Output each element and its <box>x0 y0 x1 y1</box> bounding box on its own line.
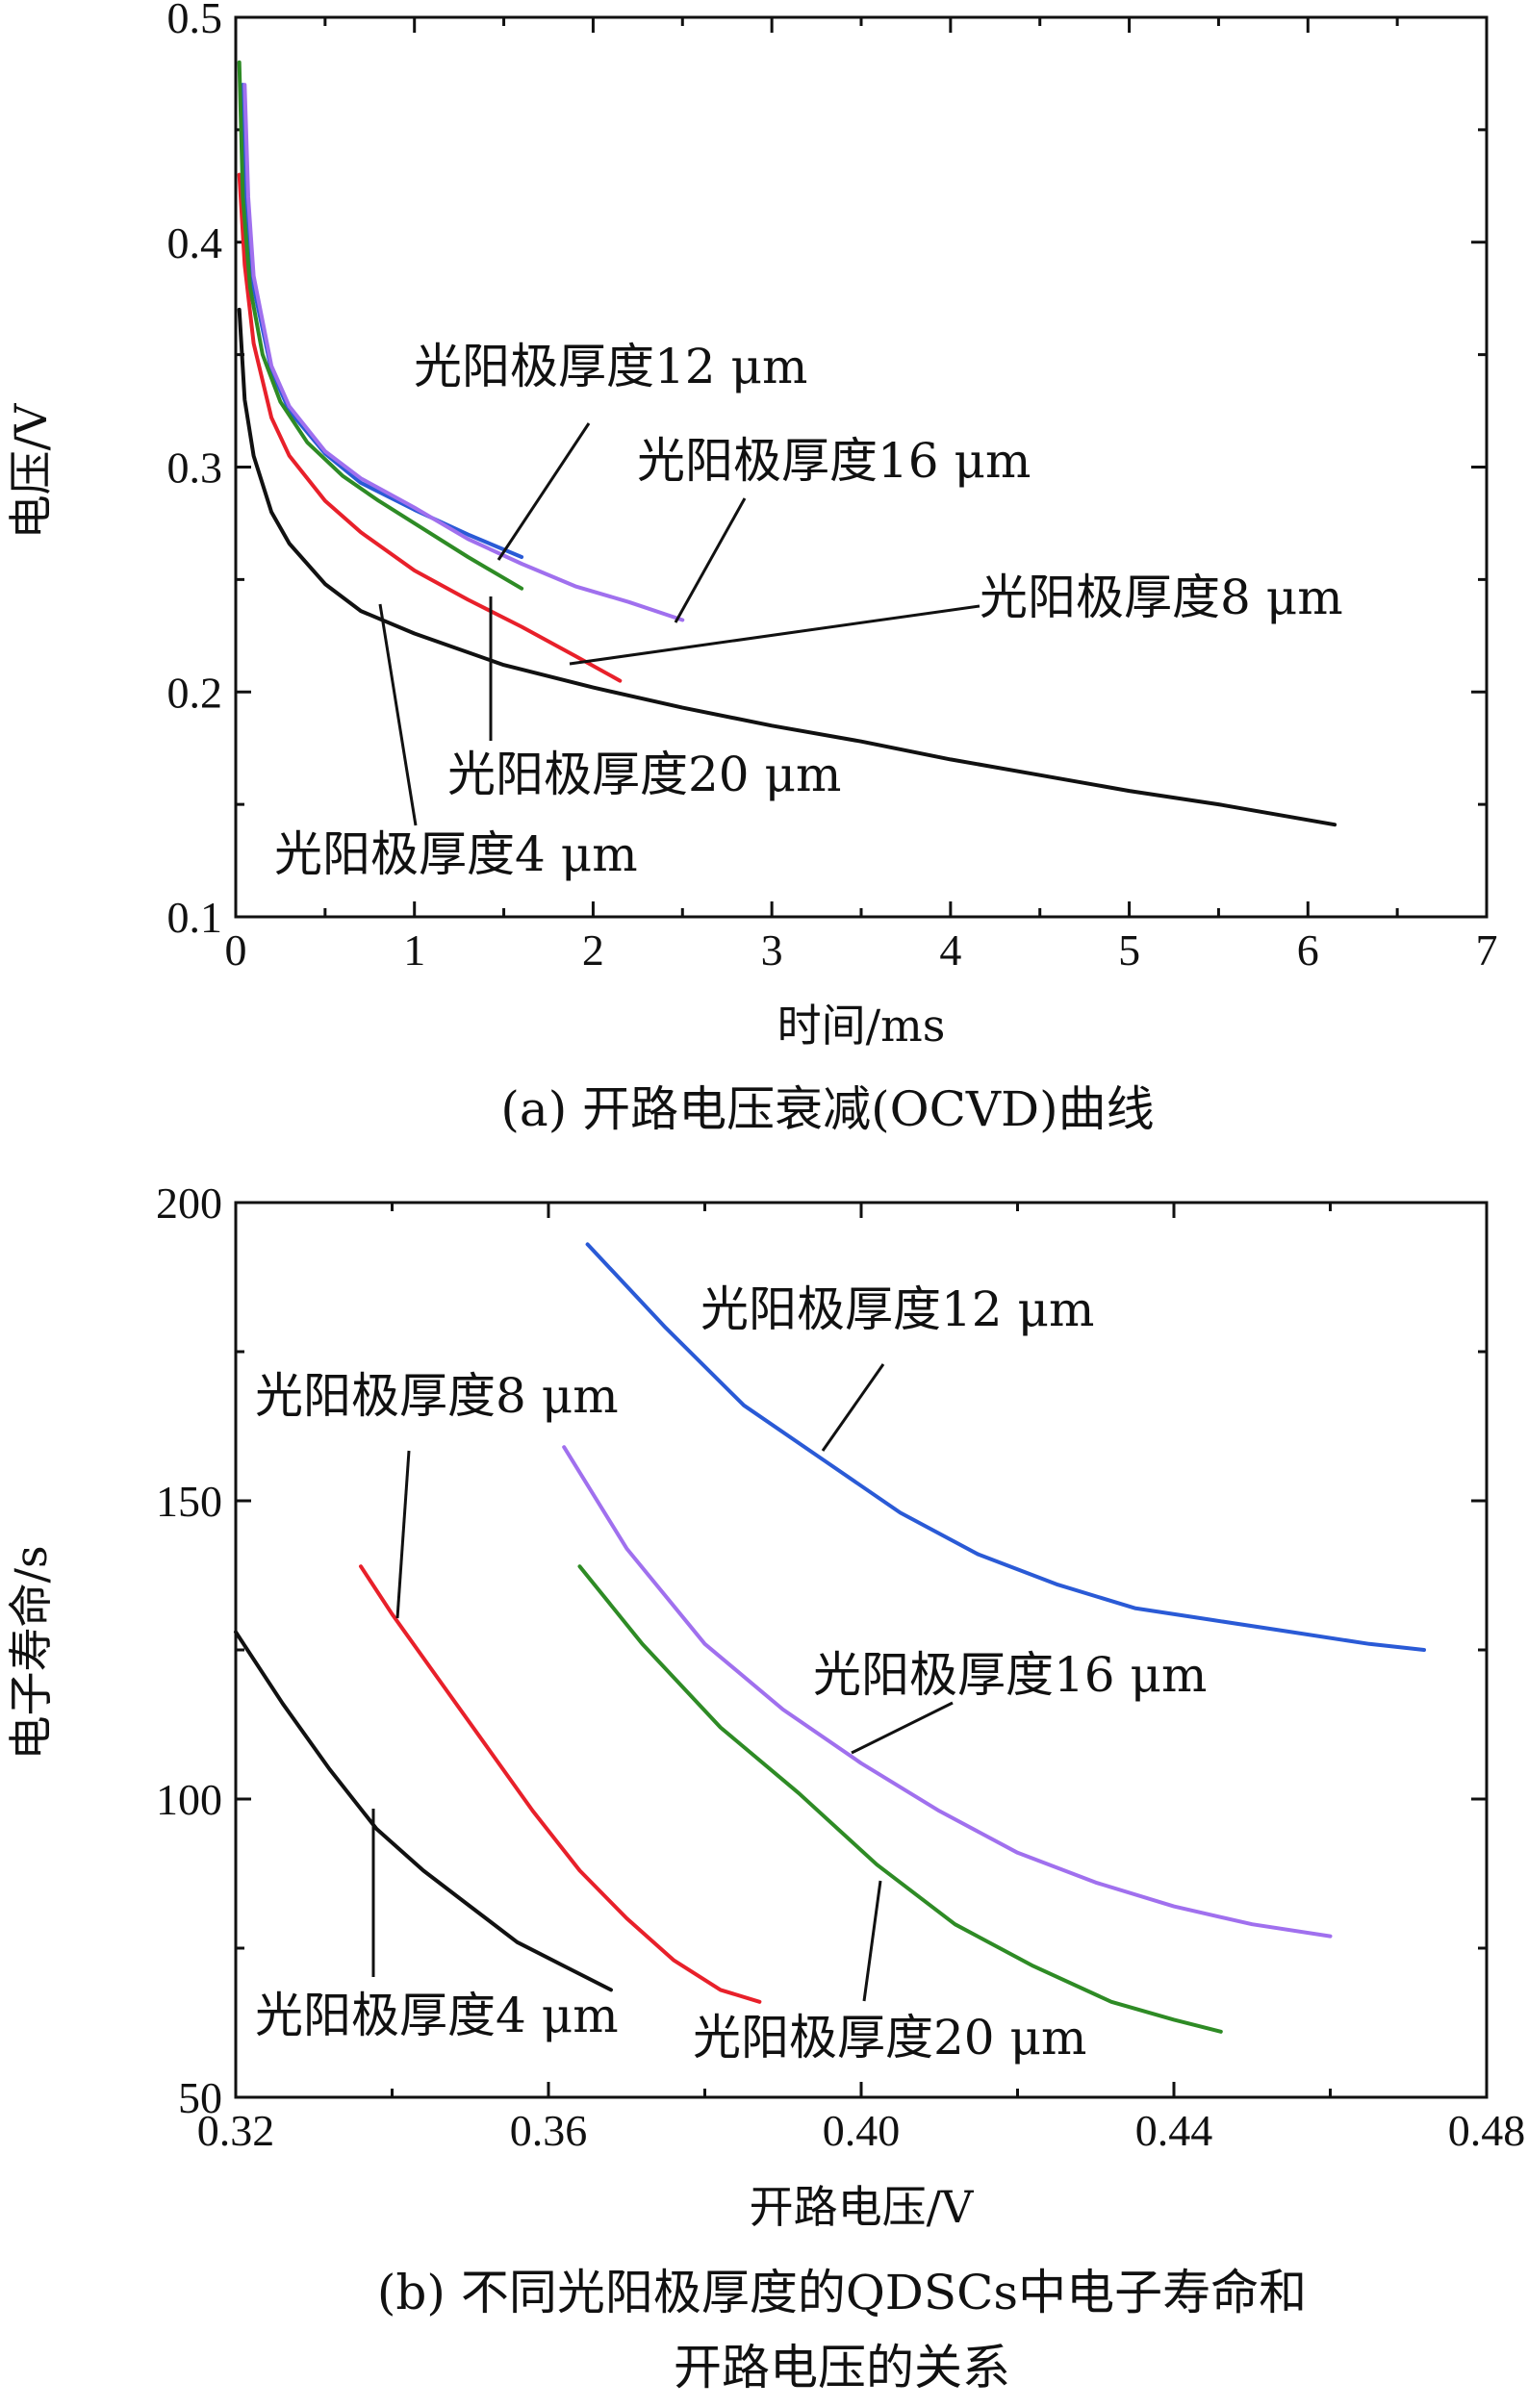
series-line-a-3 <box>242 83 685 622</box>
series-line-b-3 <box>562 1445 1333 1939</box>
panel-b-ylabel: 电子寿命/s <box>5 1545 57 1760</box>
leader-b-12um <box>821 1363 885 1452</box>
x-tick-label-a: 3 <box>761 925 783 975</box>
y-tick-label-a: 0.5 <box>167 0 223 42</box>
series-line-a-1 <box>237 172 623 683</box>
annotation-a-12um: 光阳极厚度12 μm <box>414 339 807 394</box>
annotation-a-16um: 光阳极厚度16 μm <box>637 433 1031 489</box>
series-line-b-4 <box>577 1564 1223 2034</box>
x-tick-label-b: 0.32 <box>197 2106 275 2155</box>
panel-b-series-lines <box>234 1242 1426 2034</box>
panel-b-xlabel: 开路电压/V <box>750 2181 974 2233</box>
panel-a-ticks: 0 1 2 3 4 5 6 7 0.1 0.2 0.3 0.4 0.5 <box>167 0 1498 975</box>
x-tick-label-a: 2 <box>582 925 604 975</box>
series-line-a-2 <box>241 83 524 559</box>
x-tick-label-b: 0.36 <box>510 2106 588 2155</box>
panel-a-ocvd-chart: 0 1 2 3 4 5 6 7 0.1 0.2 0.3 0.4 0.5 光阳极厚度12 μm 光阳极厚度… <box>5 0 1498 1137</box>
x-tick-label-b: 0.40 <box>823 2106 901 2155</box>
panel-b-caption-line-2: 开路电压的关系 <box>674 2340 1010 2395</box>
panel-a-ylabel: 电压/V <box>5 403 57 539</box>
annotation-a-20um: 光阳极厚度20 μm <box>447 747 841 802</box>
panel-a-series-lines <box>237 60 1337 827</box>
panel-b-annotation-leaders <box>371 1363 954 2002</box>
y-tick-label-a: 0.2 <box>167 668 223 717</box>
panel-a-annotation-leaders <box>378 422 980 826</box>
annotation-b-8um: 光阳极厚度8 μm <box>255 1368 619 1424</box>
y-tick-label-b: 100 <box>156 1775 222 1824</box>
leader-b-8um <box>395 1450 411 1619</box>
annotation-a-8um: 光阳极厚度8 μm <box>980 570 1343 625</box>
y-tick-label-b: 50 <box>178 2073 222 2122</box>
panel-a-xlabel: 时间/ms <box>777 1000 946 1052</box>
x-tick-label-a: 1 <box>403 925 425 975</box>
panel-a-caption: (a) 开路电压衰减(OCVD)曲线 <box>500 1081 1154 1137</box>
y-tick-label-a: 0.1 <box>167 893 223 942</box>
y-tick-label-a: 0.4 <box>167 218 223 267</box>
x-tick-label-a: 4 <box>939 925 961 975</box>
annotation-b-16um: 光阳极厚度16 μm <box>813 1647 1207 1703</box>
x-tick-label-a: 6 <box>1297 925 1319 975</box>
y-tick-label-b: 150 <box>156 1477 222 1526</box>
leader-a-12um <box>497 422 591 561</box>
series-line-a-0 <box>237 307 1337 827</box>
panel-b-ticks: 0.32 0.36 0.40 0.44 0.48 50 100 150 200 <box>156 1179 1525 2155</box>
leader-b-20um <box>862 1880 882 2002</box>
y-tick-label-a: 0.3 <box>167 444 223 493</box>
x-tick-label-b: 0.44 <box>1135 2106 1213 2155</box>
leader-a-4um <box>378 603 418 826</box>
series-line-a-4 <box>237 60 524 591</box>
leader-a-8um <box>569 604 980 666</box>
annotation-b-4um: 光阳极厚度4 μm <box>255 1988 619 2043</box>
leader-b-16um <box>851 1701 954 1755</box>
leader-a-16um <box>674 497 747 623</box>
x-tick-label-b: 0.48 <box>1448 2106 1526 2155</box>
x-tick-label-a: 7 <box>1476 925 1498 975</box>
x-tick-label-a: 0 <box>225 925 247 975</box>
x-tick-label-a: 5 <box>1118 925 1140 975</box>
y-tick-label-b: 200 <box>156 1179 222 1228</box>
annotation-a-4um: 光阳极厚度4 μm <box>274 826 638 882</box>
annotation-b-12um: 光阳极厚度12 μm <box>700 1281 1094 1337</box>
annotation-b-20um: 光阳极厚度20 μm <box>693 2010 1086 2066</box>
panel-b-caption-line-1: (b) 不同光阳极厚度的QDSCs中电子寿命和 <box>377 2265 1307 2320</box>
series-line-b-1 <box>359 1564 762 2004</box>
series-line-b-0 <box>234 1630 613 1992</box>
series-line-b-2 <box>585 1242 1426 1652</box>
panel-b-lifetime-chart: 0.32 0.36 0.40 0.44 0.48 50 100 150 200 光阳极厚度12 … <box>5 1179 1525 2395</box>
